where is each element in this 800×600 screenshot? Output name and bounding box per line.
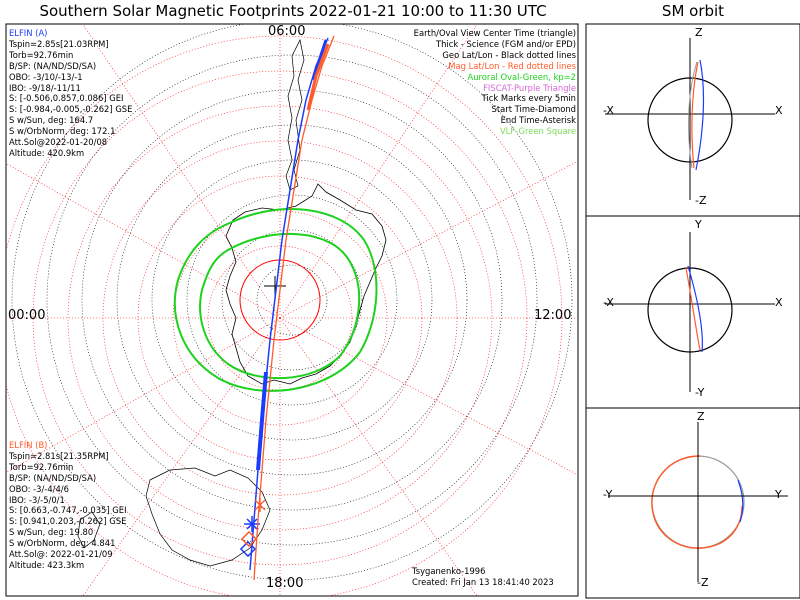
- model-name: Tsyganenko-1996: [412, 566, 486, 576]
- orbit-xz-left-label: -X: [603, 104, 614, 117]
- elfin-b-line: Altitude: 423.3km: [9, 559, 85, 570]
- elfin-b-line: OBO: -3/-4/4/6: [9, 483, 69, 494]
- elfin-a-line: S: [-0.506,0.857,0.086] GEI: [9, 93, 124, 104]
- orbit-panel-frame-yz: [585, 407, 800, 599]
- clock-label-left: 00:00: [8, 308, 46, 323]
- antarctica-coastline: [225, 183, 387, 385]
- orbit-xy-top-label: Y: [695, 218, 702, 231]
- mag-lon-lines: [6, 24, 578, 596]
- orbit-panel-frame-xz: [585, 23, 800, 217]
- elfin-a-line: S w/OrbNorm, deg: 172.1: [9, 126, 116, 137]
- legend-item: Start Time-Diamond: [491, 104, 576, 115]
- elfin-a-track: [239, 37, 329, 571]
- orbit-xz-bottom-label: -Z: [695, 194, 707, 207]
- orbit-yz-top-label: Z: [697, 410, 705, 423]
- legend-item: Earth/Oval View Center Time (triangle): [413, 28, 576, 38]
- legend-item: Mag Lat/Lon - Red dotted lines: [448, 60, 576, 71]
- orbit-xy-left-label: -X: [603, 296, 614, 309]
- created-date: Created: Fri Jan 13 18:41:40 2023: [412, 576, 554, 587]
- orbit-yz-bottom-label: -Z: [697, 576, 709, 589]
- legend-item: End Time-Asterisk: [500, 115, 576, 126]
- south-america-coastline: [285, 38, 305, 191]
- legend-item: Geo Lat/Lon - Black dotted lines: [442, 49, 576, 60]
- orbit-xy-bottom-label: -Y: [695, 386, 705, 399]
- orbit-panel-yz: [608, 422, 788, 582]
- auroral-oval: [173, 208, 378, 392]
- elfin-a-line: S: [-0.984,-0.005,-0.262] GSE: [9, 104, 133, 115]
- legend-item: Auroral Oval-Green, kp=2: [467, 71, 576, 82]
- legend: Earth/Oval View Center Time (triangle) T…: [414, 28, 576, 137]
- elfin-a-line: Tspin=2.85s[21.03RPM]: [9, 38, 109, 49]
- legend-item: Thick - Science (FGM and/or EPD): [435, 38, 576, 49]
- elfin-b-line: Torb=92.76min: [9, 461, 74, 472]
- elfin-a-name: ELFIN (A): [9, 28, 48, 38]
- elfin-a-line: OBO: -3/10/-13/-1: [9, 71, 83, 82]
- orbit-yz-left-label: -Y: [603, 488, 613, 501]
- elfin-b-line: S: [0.941,0.203,-0.262] GSE: [9, 516, 127, 527]
- elfin-b-line: IBO: -3/-5/0/1: [9, 494, 65, 505]
- elfin-b-line: Tspin=2.81s[21.35RPM]: [9, 450, 109, 461]
- elfin-b-line: S: [0.663,-0.747,-0.035] GEI: [9, 505, 127, 516]
- elfin-b-line: B/SP: (NA/ND/SD/SA): [9, 472, 97, 483]
- elfin-b-line: S w/OrbNorm, deg: 4.841: [9, 538, 116, 549]
- orbit-xz-top-label: Z: [695, 26, 703, 39]
- elfin-b-track: [240, 35, 335, 581]
- clock-label-top: 06:00: [268, 24, 306, 39]
- elfin-a-line: IBO: -9/18/-11/11: [9, 82, 81, 93]
- elfin-a-line: S w/Sun, deg: 164.7: [9, 115, 94, 126]
- orbit-panel-xy: [605, 232, 775, 392]
- elfin-a-line: Torb=92.76min: [9, 49, 74, 60]
- legend-item: Tick Marks every 5min: [481, 93, 576, 104]
- elfin-a-info: ELFIN (A) Tspin=2.85s[21.03RPM] Torb=92.…: [9, 28, 132, 159]
- new-zealand-coastline: [77, 511, 101, 549]
- orbit-xy-right-label: X: [775, 296, 783, 309]
- elfin-a-line: Att.Sol@2022-01-20/08: [9, 137, 108, 148]
- geo-lat-circles: [11, 24, 573, 581]
- orbit-yz-right-label: Y: [775, 488, 782, 501]
- elfin-b-line: Att.Sol@: 2022-01-21/09: [9, 549, 113, 560]
- elfin-a-line: B/SP: (NA/ND/SD/SA): [9, 60, 97, 71]
- elfin-b-name: ELFIN (B): [9, 440, 48, 450]
- map-frame: [5, 23, 579, 597]
- legend-item: VLF-Green Square: [499, 126, 576, 137]
- credit: Tsyganenko-1996 Created: Fri Jan 13 18:4…: [412, 566, 554, 588]
- plot-title: Southern Solar Magnetic Footprints 2022-…: [39, 2, 547, 20]
- clock-label-bottom: 18:00: [266, 576, 304, 591]
- legend-item: FISCAT-Purple Triangle: [483, 82, 576, 93]
- orbit-panel-title: SM orbit: [661, 2, 725, 20]
- orbit-xz-right-label: X: [775, 104, 783, 117]
- elfin-b-info: ELFIN (B) Tspin=2.81s[21.35RPM] Torb=92.…: [9, 440, 127, 571]
- elfin-a-line: Altitude: 420.9km: [9, 147, 85, 158]
- clock-label-right: 12:00: [534, 308, 572, 323]
- orbit-panel-xz: [605, 38, 775, 200]
- elfin-b-line: S w/Sun, deg: 19.80: [9, 527, 94, 538]
